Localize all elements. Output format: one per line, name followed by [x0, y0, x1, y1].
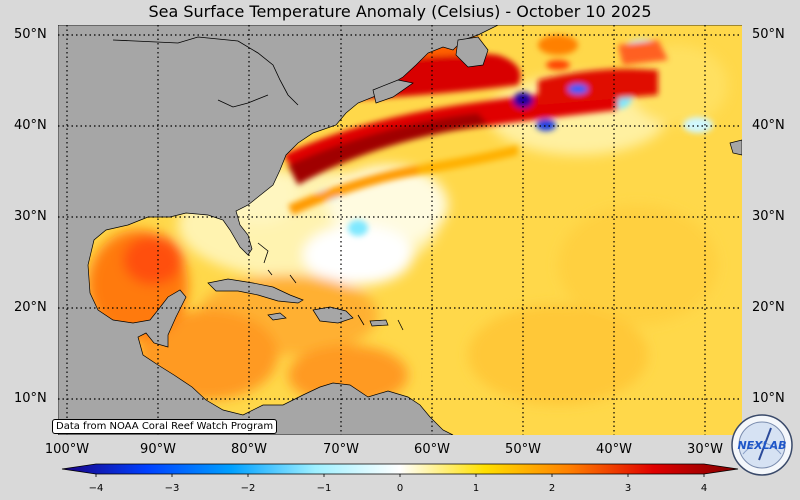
colorbar-tick-label: 3 — [624, 483, 632, 494]
data-credit-label: Data from NOAA Coral Reef Watch Program — [52, 419, 278, 434]
iberia-edge — [729, 139, 742, 156]
lon-label-70w: 70°W — [323, 442, 359, 457]
lon-label-80w: 80°W — [231, 442, 267, 457]
lat-label-40n-right: 40°N — [752, 118, 785, 133]
graticule — [58, 25, 742, 435]
land-masses — [58, 25, 742, 435]
nexlab-logo: NEXLAB — [731, 414, 793, 476]
lon-label-60w: 60°W — [414, 442, 450, 457]
colorbar-tick-label: −3 — [164, 483, 180, 494]
lat-label-30n-left: 30°N — [14, 209, 47, 224]
lon-label-30w: 30°W — [687, 442, 723, 457]
colorbar-tick-label: −2 — [240, 483, 256, 494]
colorbar-gradient — [61, 463, 739, 475]
lon-label-90w: 90°W — [140, 442, 176, 457]
lat-label-50n-right: 50°N — [752, 27, 785, 42]
lat-label-10n-left: 10°N — [14, 391, 47, 406]
hispaniola-land — [312, 306, 354, 324]
lat-label-40n-left: 40°N — [14, 118, 47, 133]
colorbar — [61, 463, 739, 477]
colorbar-tick-marks — [95, 474, 705, 477]
lat-label-50n-left: 50°N — [14, 27, 47, 42]
lon-label-40w: 40°W — [596, 442, 632, 457]
sst-anomaly-map — [58, 25, 742, 435]
lat-label-30n-right: 30°N — [752, 209, 785, 224]
lat-label-20n-left: 20°N — [14, 300, 47, 315]
coastline-details — [112, 36, 404, 331]
lon-label-50w: 50°W — [505, 442, 541, 457]
lat-label-20n-right: 20°N — [752, 300, 785, 315]
colorbar-tick-label: 4 — [700, 483, 708, 494]
lon-label-100w: 100°W — [44, 442, 90, 457]
colorbar-tick-label: 1 — [472, 483, 480, 494]
logo-text: NEXLAB — [737, 439, 786, 452]
north-america-land — [58, 25, 742, 435]
newfoundland-land — [455, 36, 489, 68]
map-title: Sea Surface Temperature Anomaly (Celsius… — [148, 2, 652, 21]
colorbar-tick-label: 0 — [396, 483, 404, 494]
nova-scotia-land — [372, 79, 414, 104]
colorbar-tick-label: −4 — [88, 483, 104, 494]
jamaica-land — [267, 312, 287, 321]
colorbar-tick-label: 2 — [548, 483, 556, 494]
colorbar-tick-label: −1 — [316, 483, 332, 494]
lat-label-10n-right: 10°N — [752, 391, 785, 406]
puerto-rico-land — [369, 319, 389, 327]
